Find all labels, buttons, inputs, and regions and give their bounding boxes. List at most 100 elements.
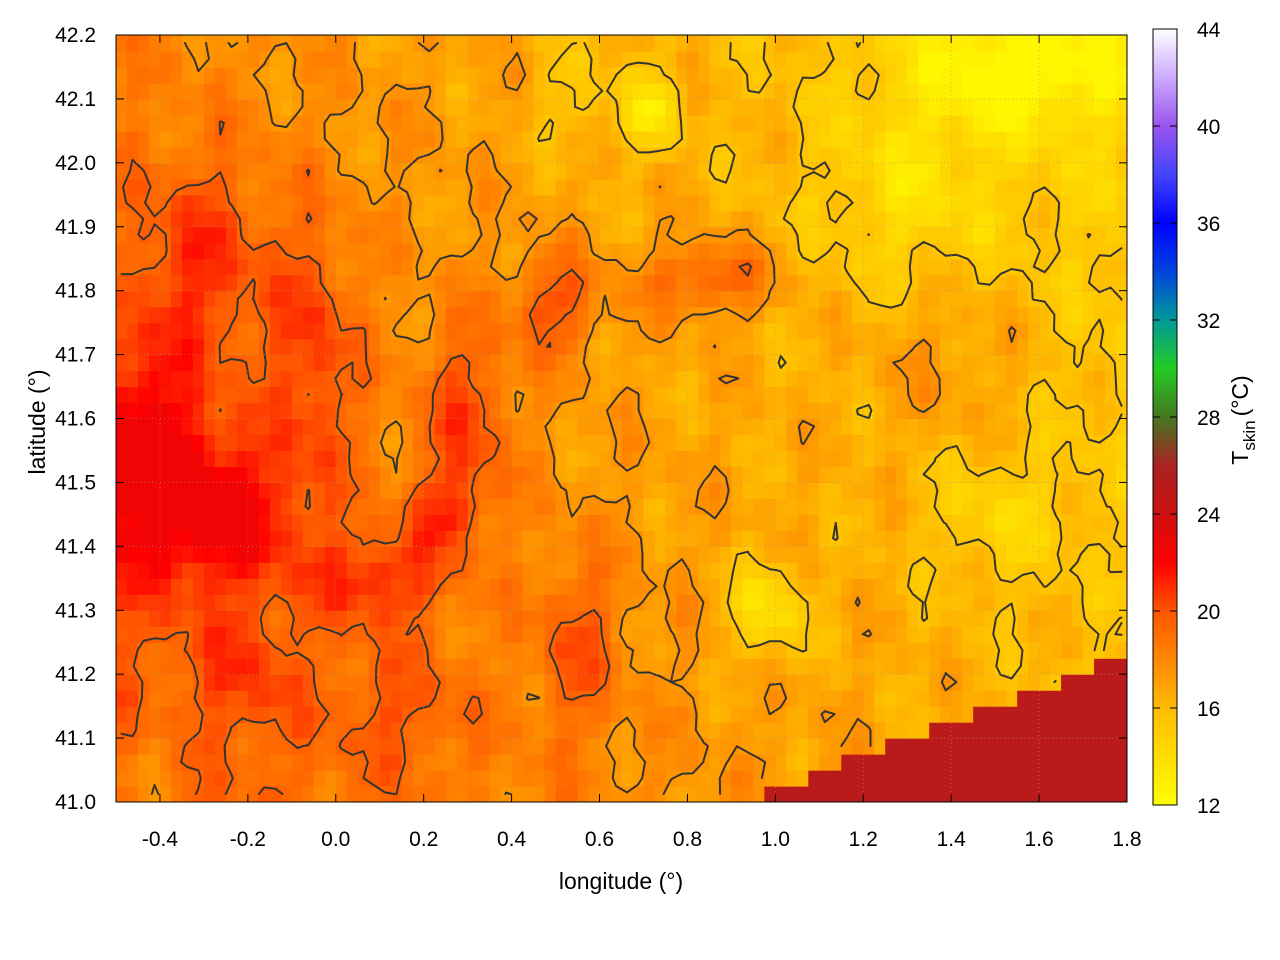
heatmap-cell: [742, 322, 754, 340]
heatmap-cell: [203, 706, 216, 723]
heatmap-cell: [412, 434, 425, 452]
heatmap-cell: [632, 722, 645, 739]
heatmap-cell: [731, 594, 743, 611]
heatmap-cell: [1083, 530, 1095, 547]
heatmap-cell: [500, 498, 513, 515]
heatmap-cell: [126, 546, 139, 563]
heatmap-cell: [1028, 178, 1040, 196]
heatmap-cell: [1094, 82, 1106, 100]
heatmap-cell: [885, 690, 897, 707]
heatmap-cell: [511, 146, 524, 164]
heatmap-cell: [269, 578, 282, 595]
heatmap-cell: [522, 706, 535, 723]
heatmap-cell: [731, 210, 743, 228]
heatmap-cell: [236, 354, 249, 372]
heatmap-cell: [885, 450, 897, 468]
heatmap-cell: [258, 402, 271, 420]
heatmap-cell: [797, 594, 809, 611]
heatmap-cell: [291, 290, 304, 308]
heatmap-cell: [203, 562, 216, 579]
heatmap-cell: [489, 354, 502, 372]
heatmap-cell: [302, 242, 315, 260]
heatmap-cell: [192, 530, 205, 547]
heatmap-cell: [687, 386, 700, 404]
heatmap-cell: [863, 178, 875, 196]
heatmap-cell: [830, 162, 842, 180]
heatmap-cell: [445, 290, 458, 308]
heatmap-cell: [1094, 354, 1106, 372]
heatmap-cell: [852, 194, 864, 212]
heatmap-cell: [621, 482, 634, 499]
heatmap-cell: [247, 514, 260, 531]
heatmap-cell: [401, 306, 414, 324]
heatmap-cell: [742, 738, 754, 755]
heatmap-cell: [401, 402, 414, 420]
heatmap-cell: [654, 226, 667, 244]
heatmap-cell: [555, 482, 568, 499]
heatmap-cell: [412, 226, 425, 244]
heatmap-cell: [995, 594, 1007, 611]
heatmap-cell: [1050, 370, 1062, 388]
heatmap-cell: [500, 642, 513, 659]
heatmap-cell: [1105, 770, 1117, 787]
heatmap-cell: [1017, 274, 1029, 292]
heatmap-cell: [984, 306, 996, 324]
heatmap-cell: [973, 418, 985, 436]
heatmap-cell: [676, 194, 689, 212]
heatmap-cell: [951, 35, 963, 52]
heatmap-cell: [423, 242, 436, 260]
heatmap-cell: [929, 354, 941, 372]
heatmap-cell: [995, 66, 1007, 84]
heatmap-cell: [137, 178, 150, 196]
heatmap-cell: [434, 770, 447, 787]
heatmap-cell: [555, 578, 568, 595]
heatmap-cell: [269, 562, 282, 579]
heatmap-cell: [181, 242, 194, 260]
heatmap-cell: [786, 98, 798, 116]
heatmap-cell: [159, 770, 172, 787]
heatmap-cell: [1083, 194, 1095, 212]
heatmap-cell: [874, 402, 886, 420]
heatmap-cell: [984, 626, 996, 643]
heatmap-cell: [1039, 722, 1051, 739]
heatmap-cell: [181, 146, 194, 164]
heatmap-cell: [214, 546, 227, 563]
heatmap-cell: [1083, 402, 1095, 420]
heatmap-cell: [137, 98, 150, 116]
heatmap-cell: [445, 178, 458, 196]
heatmap-cell: [610, 370, 623, 388]
heatmap-cell: [1061, 418, 1073, 436]
heatmap-cell: [720, 386, 732, 404]
heatmap-cell: [412, 722, 425, 739]
heatmap-cell: [797, 402, 809, 420]
heatmap-cell: [786, 690, 798, 707]
x-tick-label: 0.4: [497, 828, 527, 851]
heatmap-cell: [423, 290, 436, 308]
heatmap-cell: [676, 274, 689, 292]
heatmap-cell: [302, 226, 315, 244]
heatmap-cell: [346, 242, 359, 260]
heatmap-cell: [951, 434, 963, 452]
heatmap-cell: [929, 370, 941, 388]
heatmap-cell: [291, 578, 304, 595]
heatmap-cell: [973, 210, 985, 228]
heatmap-cell: [940, 562, 952, 579]
heatmap-cell: [962, 482, 974, 499]
heatmap-cell: [764, 610, 776, 627]
heatmap-cell: [841, 546, 853, 563]
heatmap-cell: [258, 354, 271, 372]
heatmap-cell: [918, 546, 930, 563]
heatmap-cell: [280, 114, 293, 132]
heatmap-cell: [302, 146, 315, 164]
heatmap-cell: [1017, 146, 1029, 164]
heatmap-cell: [522, 754, 535, 771]
heatmap-cell: [588, 274, 601, 292]
heatmap-cell: [1105, 258, 1117, 276]
heatmap-cell: [874, 35, 886, 52]
heatmap-cell: [126, 210, 139, 228]
heatmap-cell: [522, 690, 535, 707]
heatmap-cell: [225, 562, 238, 579]
heatmap-cell: [632, 546, 645, 563]
heatmap-cell: [555, 338, 568, 356]
heatmap-cell: [1094, 178, 1106, 196]
